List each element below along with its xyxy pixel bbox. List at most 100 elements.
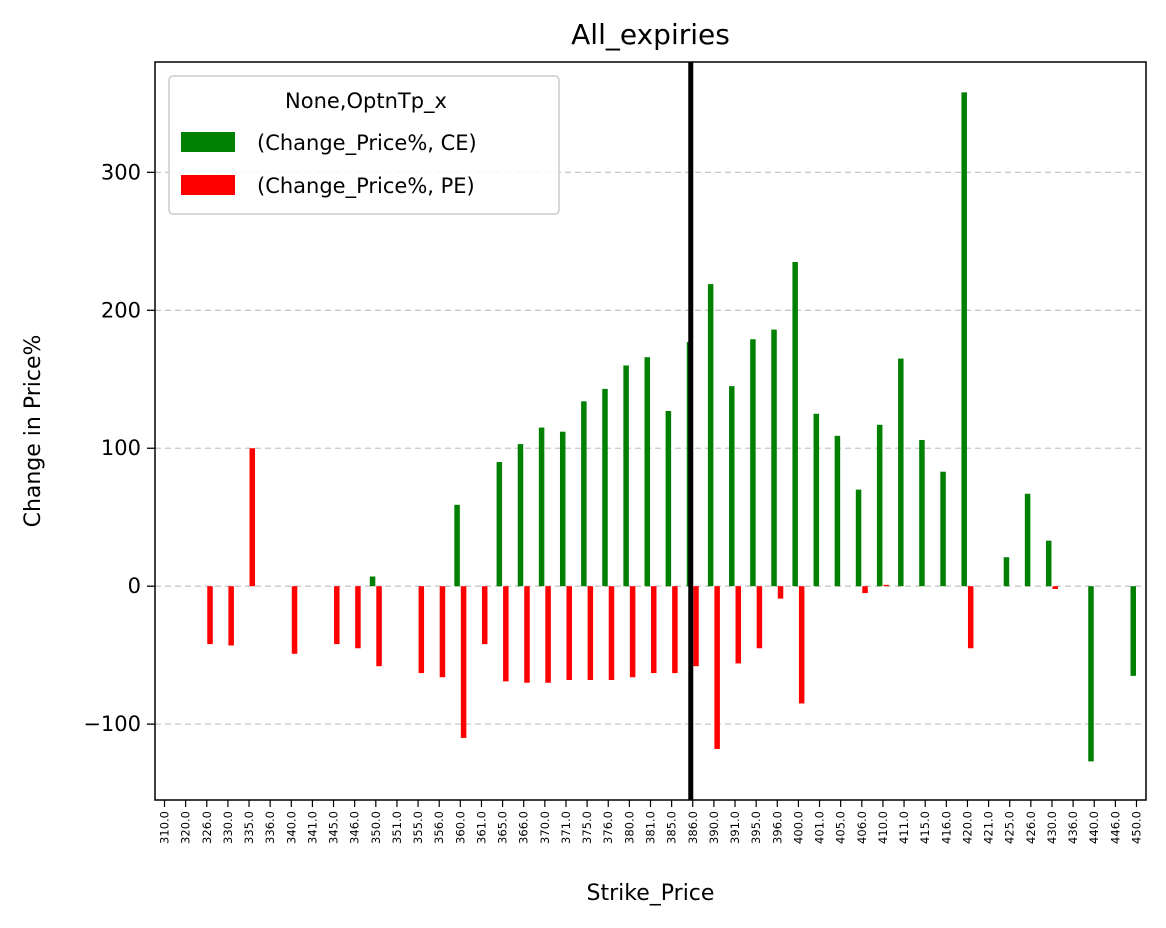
bar-pe-346.0 xyxy=(355,586,361,649)
x-tick-label: 395.0 xyxy=(749,811,763,844)
x-tick-label: 310.0 xyxy=(158,811,172,844)
x-tick-label: 386.0 xyxy=(686,811,700,844)
bar-pe-376.0 xyxy=(608,586,615,680)
bar-pe-406.0 xyxy=(862,586,868,594)
bar-ce-350.0 xyxy=(369,576,376,587)
legend-box xyxy=(168,75,560,215)
bar-pe-356.0 xyxy=(439,586,446,678)
bar-pe-420.0 xyxy=(967,586,974,649)
x-tick-label: 436.0 xyxy=(1066,811,1080,844)
bar-pe-345.0 xyxy=(334,586,340,645)
bar-ce-381.0 xyxy=(644,357,650,587)
bar-ce-415.0 xyxy=(919,439,925,587)
chart-title: All_expiries xyxy=(571,18,730,51)
bar-pe-400.0 xyxy=(798,586,805,704)
bar-pe-391.0 xyxy=(735,586,742,664)
x-tick-label: 415.0 xyxy=(918,811,932,844)
bar-ce-395.0 xyxy=(750,339,756,587)
bar-pe-375.0 xyxy=(587,586,594,680)
x-tick-label: 401.0 xyxy=(813,811,827,844)
y-axis: −100 0 100 200 300 xyxy=(83,160,155,736)
x-tick-label: 371.0 xyxy=(559,811,573,844)
y-tick-label: 0 xyxy=(128,574,141,598)
bar-ce-416.0 xyxy=(940,471,946,587)
x-tick-label: 450.0 xyxy=(1129,811,1143,844)
x-tick-label: 350.0 xyxy=(369,811,383,844)
bar-ce-425.0 xyxy=(1003,557,1010,587)
bars xyxy=(207,92,1136,762)
bar-ce-390.0 xyxy=(707,284,714,587)
bar-ce-380.0 xyxy=(623,365,629,587)
x-tick-label: 421.0 xyxy=(982,811,996,844)
x-axis: 310.0 320.0 326.0 330.0 335.0 336.0 340.0 341.0… xyxy=(158,800,1143,844)
x-tick-label: 326.0 xyxy=(200,811,214,844)
bar-ce-405.0 xyxy=(834,435,841,587)
x-tick-label: 440.0 xyxy=(1087,811,1101,844)
bar-ce-406.0 xyxy=(855,489,862,587)
x-tick-label: 406.0 xyxy=(855,811,869,844)
x-tick-label: 416.0 xyxy=(939,811,953,844)
x-tick-label: 426.0 xyxy=(1024,811,1038,844)
x-tick-label: 360.0 xyxy=(453,811,467,844)
bar-ce-396.0 xyxy=(771,329,777,587)
bar-pe-326.0 xyxy=(207,586,213,645)
x-tick-label: 430.0 xyxy=(1045,811,1059,844)
bar-ce-410.0 xyxy=(876,424,883,587)
bar-pe-380.0 xyxy=(629,586,636,678)
x-tick-label: 355.0 xyxy=(411,811,425,844)
legend-label-ce: (Change_Price%, CE) xyxy=(257,131,477,156)
bar-ce-440.0 xyxy=(1088,586,1094,762)
x-tick-label: 341.0 xyxy=(305,811,319,844)
bar-pe-330.0 xyxy=(228,586,234,646)
bar-pe-386.0 xyxy=(693,586,699,667)
bar-ce-370.0 xyxy=(538,427,545,587)
y-tick-label: 300 xyxy=(101,160,141,184)
bar-ce-411.0 xyxy=(898,358,904,587)
bar-pe-396.0 xyxy=(777,586,784,599)
x-tick-label: 370.0 xyxy=(538,811,552,844)
y-tick-label: 200 xyxy=(101,298,141,322)
bar-pe-390.0 xyxy=(714,586,720,749)
bar-pe-361.0 xyxy=(481,586,488,645)
bar-ce-376.0 xyxy=(602,388,608,587)
x-tick-label: 396.0 xyxy=(770,811,784,844)
bar-ce-385.0 xyxy=(665,410,672,587)
y-tick-label: −100 xyxy=(83,712,141,736)
x-tick-label: 376.0 xyxy=(601,811,615,844)
legend-title: None,OptnTp_x xyxy=(285,89,447,114)
bar-pe-385.0 xyxy=(672,586,678,674)
x-tick-label: 380.0 xyxy=(622,811,636,844)
x-tick-label: 351.0 xyxy=(390,811,404,844)
bar-pe-366.0 xyxy=(524,586,530,683)
x-tick-label: 385.0 xyxy=(665,811,679,844)
bar-pe-381.0 xyxy=(651,586,657,674)
x-tick-label: 336.0 xyxy=(263,811,277,844)
bar-ce-420.0 xyxy=(961,92,967,587)
bar-pe-395.0 xyxy=(756,586,763,649)
bar-ce-400.0 xyxy=(792,262,798,587)
bar-pe-370.0 xyxy=(545,586,551,683)
bar-pe-430.0 xyxy=(1052,586,1058,589)
x-axis-label: Strike_Price xyxy=(587,881,715,906)
bar-pe-410.0 xyxy=(883,584,889,587)
x-tick-label: 375.0 xyxy=(580,811,594,844)
legend-swatch-ce xyxy=(181,132,235,152)
bar-ce-375.0 xyxy=(581,401,587,587)
x-tick-label: 340.0 xyxy=(284,811,298,844)
legend: None,OptnTp_x (Change_Price%, CE) (Chang… xyxy=(168,75,560,215)
x-tick-label: 425.0 xyxy=(1003,811,1017,844)
x-tick-label: 365.0 xyxy=(496,811,510,844)
x-tick-label: 411.0 xyxy=(897,811,911,844)
bar-ce-366.0 xyxy=(517,444,524,587)
x-tick-label: 391.0 xyxy=(728,811,742,844)
x-tick-label: 361.0 xyxy=(474,811,488,844)
bar-pe-365.0 xyxy=(503,586,509,682)
x-tick-label: 345.0 xyxy=(327,811,341,844)
x-tick-label: 381.0 xyxy=(644,811,658,844)
legend-swatch-pe xyxy=(181,175,235,195)
x-tick-label: 410.0 xyxy=(876,811,890,844)
x-tick-label: 390.0 xyxy=(707,811,721,844)
bar-ce-371.0 xyxy=(559,431,566,587)
grid-lines xyxy=(155,171,1146,725)
